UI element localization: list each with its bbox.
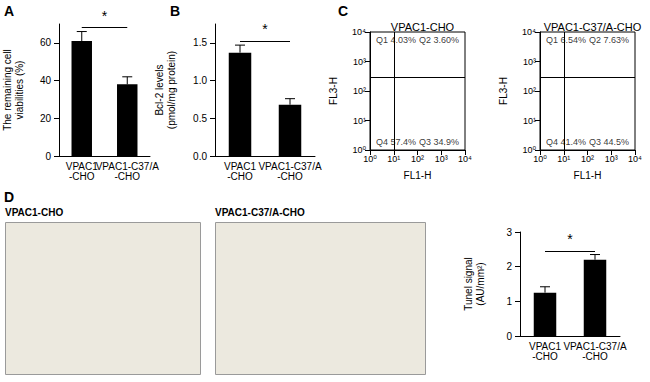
- svg-text:VPAC1: VPAC1: [529, 340, 561, 352]
- svg-text:The remaining cell: The remaining cell: [2, 49, 13, 131]
- svg-text:10⁰: 10⁰: [522, 145, 536, 155]
- svg-text:10³: 10³: [523, 57, 536, 67]
- svg-text:-CHO: -CHO: [532, 351, 558, 362]
- svg-text:VPAC1-C37/A: VPAC1-C37/A: [95, 160, 159, 172]
- svg-text:-CHO: -CHO: [227, 171, 253, 182]
- svg-text:10⁴: 10⁴: [628, 154, 642, 164]
- svg-text:10⁴: 10⁴: [458, 154, 472, 164]
- svg-text:10⁴: 10⁴: [522, 27, 536, 37]
- svg-text:10⁰: 10⁰: [533, 154, 547, 164]
- svg-text:Q4 57.4%: Q4 57.4%: [376, 137, 416, 147]
- svg-text:2: 2: [506, 261, 512, 272]
- svg-text:VPAC1: VPAC1: [65, 160, 98, 172]
- svg-text:FL1-H: FL1-H: [404, 170, 432, 181]
- svg-text:40: 40: [40, 75, 52, 86]
- svg-text:10²: 10²: [523, 86, 536, 96]
- svg-text:(pmol/mg protein): (pmol/mg protein): [166, 51, 177, 129]
- svg-text:10¹: 10¹: [353, 116, 366, 126]
- svg-text:10⁰: 10⁰: [352, 145, 366, 155]
- svg-text:1.5: 1.5: [193, 37, 207, 48]
- svg-text:VPAC1: VPAC1: [224, 160, 256, 172]
- svg-text:Q2 7.63%: Q2 7.63%: [589, 35, 629, 45]
- svg-text:*: *: [262, 21, 268, 37]
- svg-text:VPAC1-CHO: VPAC1-CHO: [391, 21, 455, 33]
- svg-text:0: 0: [45, 151, 51, 162]
- svg-text:(AU/mm²): (AU/mm²): [475, 262, 486, 305]
- svg-text:1: 1: [506, 296, 512, 307]
- svg-text:FL3-H: FL3-H: [328, 77, 339, 105]
- svg-text:10⁰: 10⁰: [363, 154, 377, 164]
- svg-text:20: 20: [40, 113, 52, 124]
- svg-text:10³: 10³: [435, 154, 448, 164]
- svg-text:-CHO: -CHO: [277, 171, 303, 182]
- svg-text:10³: 10³: [605, 154, 618, 164]
- svg-text:1.0: 1.0: [193, 75, 207, 86]
- svg-text:*: *: [567, 231, 573, 247]
- svg-text:FL3-H: FL3-H: [498, 77, 509, 105]
- svg-text:10²: 10²: [581, 154, 594, 164]
- svg-text:10²: 10²: [353, 86, 366, 96]
- svg-text:-CHO: -CHO: [582, 351, 608, 362]
- svg-text:0: 0: [506, 331, 512, 342]
- svg-text:10¹: 10¹: [523, 116, 536, 126]
- svg-text:A: A: [4, 3, 14, 19]
- svg-text:10¹: 10¹: [387, 154, 400, 164]
- svg-text:0.5: 0.5: [193, 113, 207, 124]
- svg-text:Q2 3.60%: Q2 3.60%: [419, 35, 459, 45]
- svg-text:D: D: [4, 189, 14, 205]
- svg-text:60: 60: [40, 37, 52, 48]
- svg-text:VPAC1-C37/A-CHO: VPAC1-C37/A-CHO: [544, 21, 642, 33]
- svg-text:C: C: [338, 3, 348, 19]
- svg-text:*: *: [102, 8, 108, 24]
- svg-text:Bcl-2 levels: Bcl-2 levels: [154, 64, 165, 115]
- svg-text:-CHO: -CHO: [69, 171, 95, 182]
- svg-text:FL1-H: FL1-H: [574, 170, 602, 181]
- svg-text:Q3 44.5%: Q3 44.5%: [589, 137, 629, 147]
- svg-text:B: B: [170, 3, 180, 19]
- svg-text:VPAC1-C37/A: VPAC1-C37/A: [258, 160, 322, 172]
- svg-text:VPAC1-C37/A: VPAC1-C37/A: [563, 340, 627, 352]
- svg-text:-CHO: -CHO: [114, 171, 140, 182]
- svg-text:Q3 34.9%: Q3 34.9%: [419, 137, 459, 147]
- svg-text:Q1 4.03%: Q1 4.03%: [376, 35, 416, 45]
- svg-text:Q1 6.54%: Q1 6.54%: [546, 35, 586, 45]
- svg-text:10³: 10³: [353, 57, 366, 67]
- svg-text:VPAC1-C37/A-CHO: VPAC1-C37/A-CHO: [215, 207, 305, 218]
- svg-text:10⁴: 10⁴: [352, 27, 366, 37]
- svg-text:Tunel signal: Tunel signal: [463, 257, 474, 311]
- svg-text:VPAC1-CHO: VPAC1-CHO: [5, 207, 63, 218]
- svg-text:viabilities (%): viabilities (%): [14, 61, 25, 120]
- svg-text:10²: 10²: [411, 154, 424, 164]
- svg-text:Q4 41.4%: Q4 41.4%: [546, 137, 586, 147]
- svg-text:10¹: 10¹: [557, 154, 570, 164]
- svg-text:3: 3: [506, 227, 512, 238]
- svg-text:0.0: 0.0: [193, 151, 207, 162]
